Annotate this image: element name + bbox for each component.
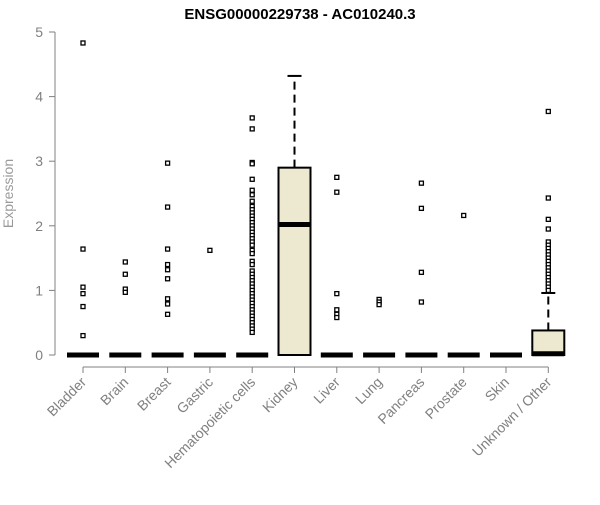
x-tick-label: Skin — [482, 374, 513, 405]
outlier-point — [122, 259, 128, 265]
outlier-point — [249, 192, 255, 198]
outlier-point — [164, 267, 171, 273]
y-tick-label: 0 — [35, 347, 43, 363]
outlier-point — [80, 303, 86, 310]
outlier-point — [376, 301, 382, 308]
outlier-point — [80, 40, 86, 46]
outlier-point — [418, 205, 425, 212]
y-tick-label: 3 — [35, 153, 43, 169]
x-tick-label: Bladder — [44, 374, 90, 420]
outlier-point — [334, 314, 340, 321]
outlier-point — [418, 269, 425, 275]
outlier-point — [249, 242, 255, 248]
outlier-point — [249, 261, 255, 268]
outlier-point — [164, 301, 171, 307]
outlier-point — [334, 189, 340, 195]
outlier-point — [122, 289, 128, 295]
y-tick-label: 2 — [35, 218, 43, 234]
outlier-point — [249, 250, 255, 257]
x-tick-label: Pancreas — [374, 374, 427, 427]
x-tick-label: Liver — [310, 374, 343, 407]
x-tick-label: Brain — [97, 374, 131, 408]
outlier-point — [164, 276, 171, 282]
outlier-point — [249, 329, 255, 336]
outlier-point — [249, 176, 255, 182]
outlier-point — [122, 271, 128, 277]
outlier-point — [418, 299, 425, 305]
outlier-point — [80, 290, 86, 297]
outlier-point — [164, 311, 171, 317]
y-tick-label: 1 — [35, 282, 43, 298]
outlier-point — [207, 247, 213, 253]
outlier-point — [80, 284, 86, 290]
x-tick-label: Breast — [134, 374, 174, 414]
outlier-point — [80, 332, 86, 339]
outlier-point — [545, 195, 551, 201]
outlier-point — [80, 246, 86, 252]
chart-title: ENSG00000229738 - AC010240.3 — [184, 6, 416, 23]
outlier-point — [249, 187, 255, 193]
x-tick-label: Prostate — [422, 374, 470, 422]
outlier-point — [461, 212, 467, 219]
x-tick-label: Unknown / Other — [469, 374, 555, 460]
outlier-point — [249, 115, 255, 121]
y-tick-label: 4 — [35, 89, 43, 105]
outlier-point — [164, 296, 171, 302]
outlier-point — [418, 180, 425, 186]
outlier-point — [164, 246, 171, 252]
outlier-point — [334, 174, 340, 181]
y-axis-label: Expression — [0, 159, 16, 228]
box-5 — [277, 166, 312, 356]
outlier-point — [545, 108, 551, 115]
y-tick-label: 5 — [35, 24, 43, 40]
outlier-point — [545, 216, 551, 222]
outlier-point — [545, 226, 551, 232]
outlier-point — [249, 161, 255, 167]
outlier-point — [164, 160, 171, 166]
x-tick-label: Lung — [352, 374, 385, 407]
outlier-point — [545, 287, 551, 294]
outlier-point — [164, 261, 171, 268]
outlier-point — [164, 204, 171, 210]
outlier-point — [334, 290, 340, 297]
x-tick-label: Kidney — [259, 374, 301, 416]
outlier-point — [334, 307, 340, 313]
outlier-point — [249, 126, 255, 132]
outlier-point — [249, 198, 255, 204]
